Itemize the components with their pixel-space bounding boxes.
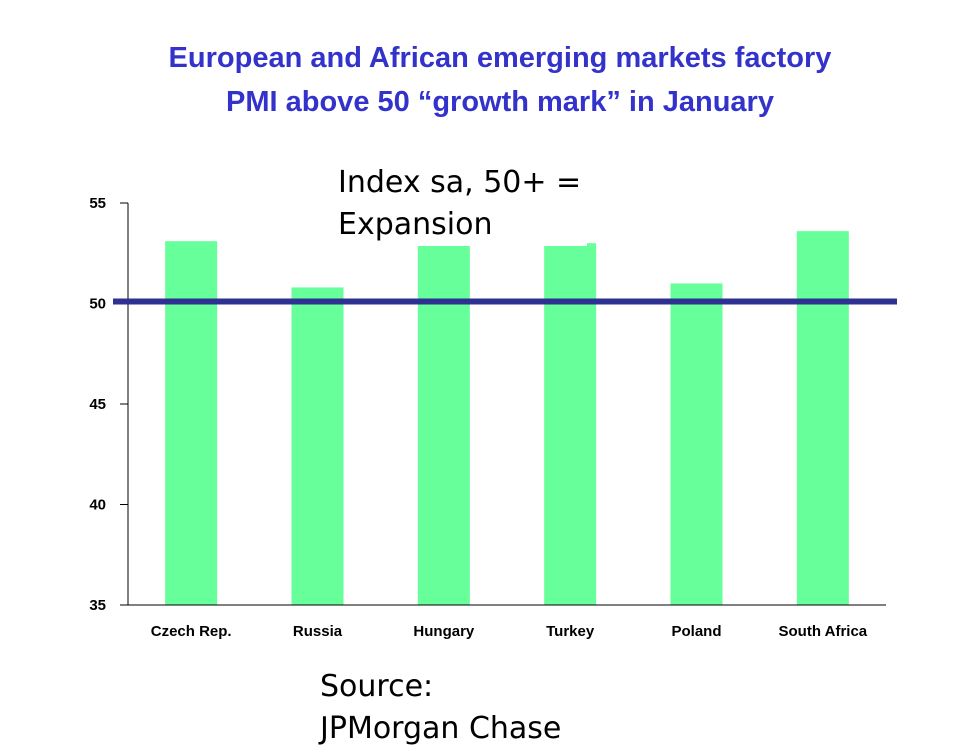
x-category-label: Turkey: [546, 623, 595, 640]
x-category-label: South Africa: [779, 623, 868, 640]
x-category-label: Russia: [293, 623, 343, 640]
bar: [670, 283, 723, 605]
bar: [544, 243, 597, 605]
bar-chart: 35 40 45 50 55 Czech Rep. Russia Hungary Turkey…: [89, 195, 897, 640]
bar: [291, 287, 344, 605]
y-tick-label: 55: [89, 195, 106, 212]
x-category-label: Czech Rep.: [151, 623, 232, 640]
source-note: Source: JPMorgan Chase: [320, 666, 561, 750]
y-tick-label: 35: [89, 597, 106, 614]
source-line-1: Source:: [320, 669, 434, 704]
bar: [165, 241, 218, 605]
bar-group: [165, 231, 849, 605]
slide-title-line-2: PMI above 50 “growth mark” in January: [226, 86, 774, 118]
bar: [417, 233, 470, 605]
y-tick-label: 40: [89, 497, 106, 514]
bar: [796, 231, 849, 605]
y-tick-label: 50: [89, 296, 106, 313]
source-line-2: JPMorgan Chase: [320, 711, 562, 746]
annotation-line-2: Expansion: [338, 207, 493, 242]
x-category-label: Hungary: [413, 623, 475, 640]
x-axis-labels: Czech Rep. Russia Hungary Turkey Poland South…: [151, 623, 868, 640]
annotation-line-1: Index sa, 50+ =: [338, 165, 582, 200]
x-category-label: Poland: [671, 623, 721, 640]
y-tick-label: 45: [89, 396, 106, 413]
slide-title-line-1: European and African emerging markets fa…: [168, 42, 832, 74]
chart-annotation: Index sa, 50+ = Expansion: [338, 162, 588, 246]
y-axis-ticks: 35 40 45 50 55: [89, 195, 128, 614]
slide-title: European and African emerging markets fa…: [40, 36, 960, 124]
